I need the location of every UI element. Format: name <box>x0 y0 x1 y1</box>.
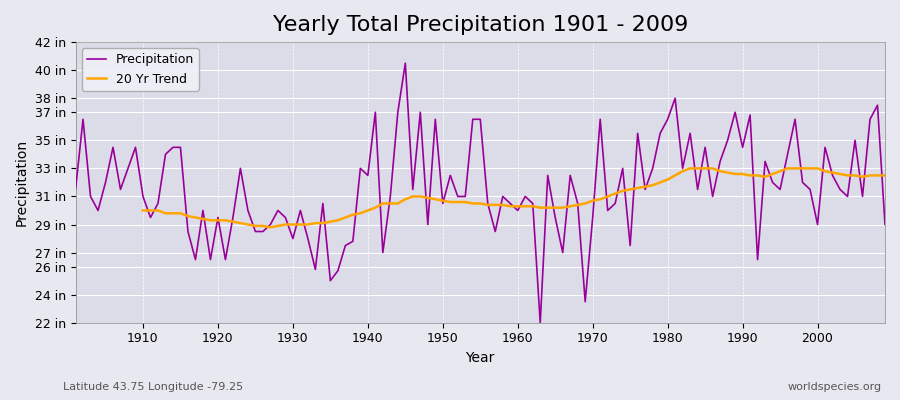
20 Yr Trend <box>287 222 298 227</box>
Precipitation <box>617 166 628 171</box>
20 Yr Trend <box>138 208 148 213</box>
20 Yr Trend <box>527 204 538 209</box>
Precipitation <box>512 208 523 213</box>
20 Yr Trend <box>879 173 890 178</box>
Precipitation <box>130 145 141 150</box>
Text: Latitude 43.75 Longitude -79.25: Latitude 43.75 Longitude -79.25 <box>63 382 243 392</box>
Title: Yearly Total Precipitation 1901 - 2009: Yearly Total Precipitation 1901 - 2009 <box>273 15 688 35</box>
X-axis label: Year: Year <box>465 351 495 365</box>
Precipitation <box>70 187 81 192</box>
Line: Precipitation: Precipitation <box>76 63 885 323</box>
20 Yr Trend <box>265 225 275 230</box>
20 Yr Trend <box>318 221 328 226</box>
Line: 20 Yr Trend: 20 Yr Trend <box>143 168 885 227</box>
Precipitation <box>340 243 351 248</box>
20 Yr Trend <box>834 172 845 176</box>
20 Yr Trend <box>857 174 868 179</box>
Precipitation <box>295 208 306 213</box>
Legend: Precipitation, 20 Yr Trend: Precipitation, 20 Yr Trend <box>82 48 199 91</box>
20 Yr Trend <box>685 166 696 171</box>
Precipitation <box>535 320 545 325</box>
Precipitation <box>520 194 531 199</box>
Y-axis label: Precipitation: Precipitation <box>15 139 29 226</box>
Text: worldspecies.org: worldspecies.org <box>788 382 882 392</box>
Precipitation <box>879 222 890 227</box>
Precipitation <box>400 61 410 66</box>
20 Yr Trend <box>588 198 598 203</box>
